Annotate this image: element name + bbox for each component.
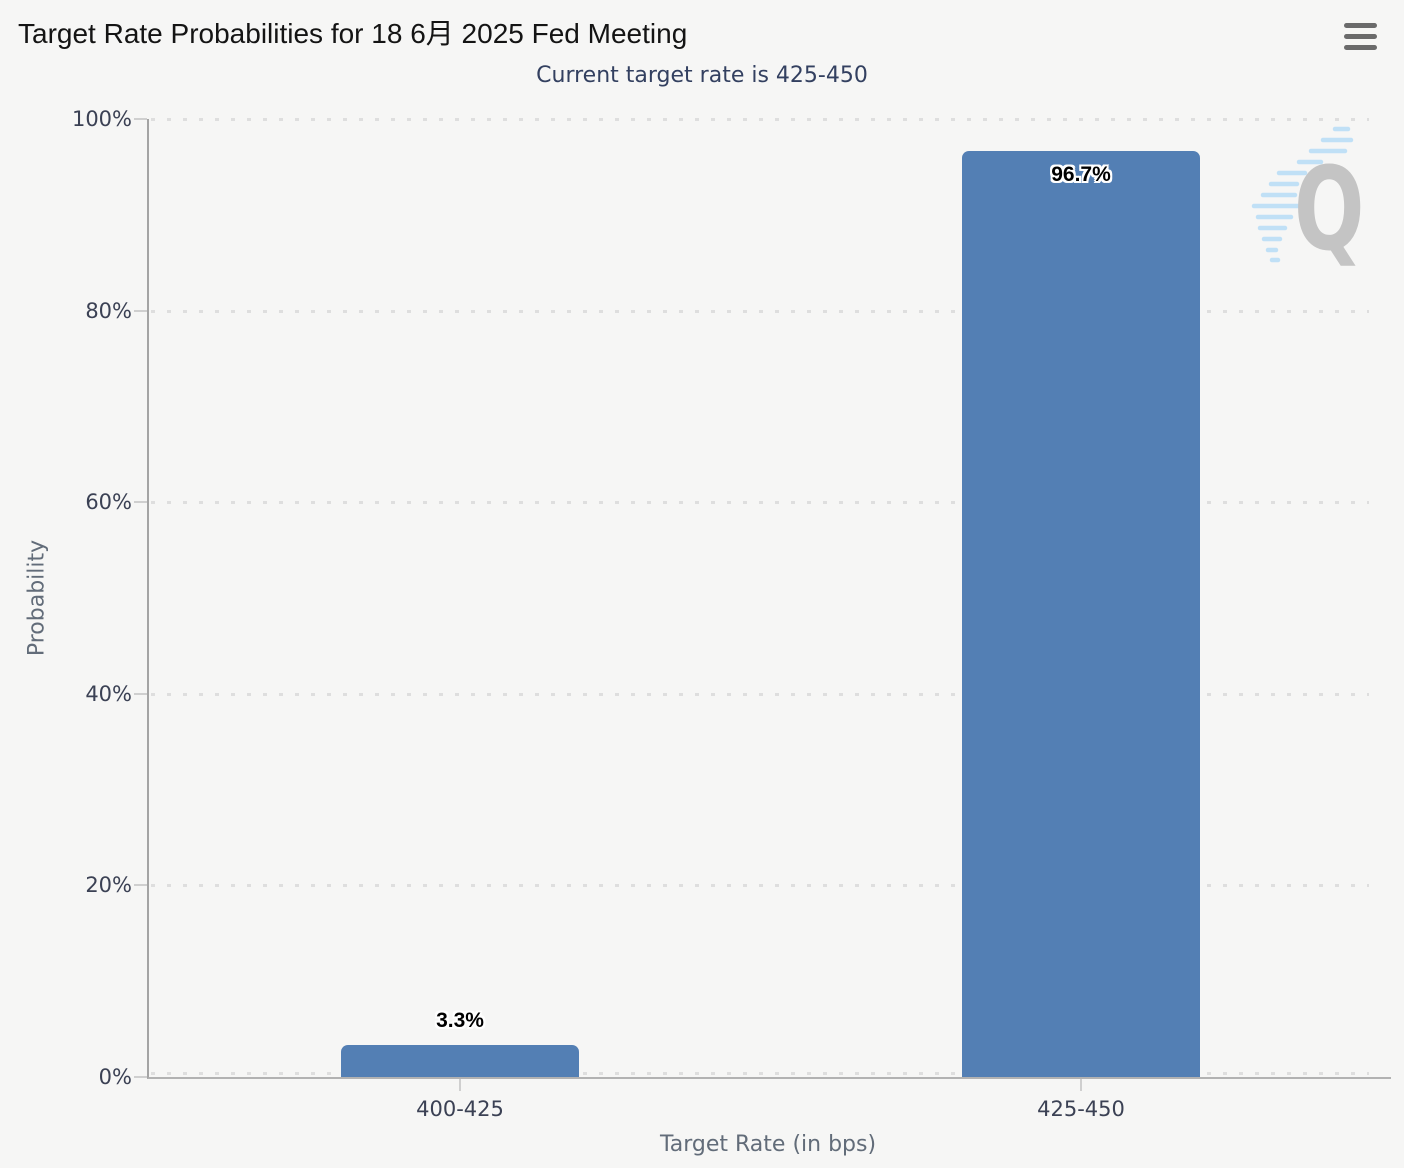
chart-subtitle: Current target rate is 425-450: [536, 63, 868, 88]
watermark-speed-lines-icon: [1251, 126, 1354, 263]
chart-title: Target Rate Probabilities for 18 6月 2025…: [18, 18, 688, 49]
bar-400-425[interactable]: [341, 1045, 579, 1077]
bar-425-450[interactable]: [962, 151, 1200, 1077]
y-axis-tick: [134, 884, 147, 886]
y-tick-label: 80%: [85, 299, 132, 323]
hamburger-menu-icon[interactable]: [1344, 23, 1377, 50]
bar-value-label: 3.3%: [436, 1009, 484, 1032]
watermark-q-letter: Q: [1294, 143, 1365, 277]
hamburger-bar: [1344, 34, 1377, 39]
y-gridline: [151, 884, 1369, 887]
x-tick-label: 425-450: [1037, 1097, 1125, 1121]
y-axis-tick: [134, 118, 147, 120]
y-gridline: [151, 118, 1369, 121]
y-tick-label: 40%: [85, 682, 132, 706]
y-tick-label: 0%: [98, 1065, 132, 1089]
y-axis-tick: [134, 1076, 147, 1078]
hamburger-bar: [1344, 23, 1377, 28]
y-gridline: [151, 501, 1369, 504]
y-tick-label: 20%: [85, 873, 132, 897]
y-gridline: [151, 693, 1369, 696]
bar-value-label: 96.7%: [1051, 163, 1111, 186]
y-tick-label: 100%: [71, 107, 132, 131]
y-axis-tick: [134, 501, 147, 503]
x-axis-title: Target Rate (in bps): [659, 1132, 877, 1157]
y-gridline: [151, 1072, 1369, 1075]
y-axis-title: Probability: [24, 539, 50, 657]
y-axis-tick: [134, 693, 147, 695]
y-gridline: [151, 310, 1369, 313]
y-axis-tick: [134, 310, 147, 312]
x-tick-label: 400-425: [416, 1097, 504, 1121]
watermark-logo: Q: [1247, 119, 1404, 294]
plot-area: Q 0% 20% 40% 60% 80% 100% 3.3% 400-425 96.7% 425-…: [72, 107, 1391, 1121]
x-axis-tick: [459, 1079, 461, 1091]
hamburger-bar: [1344, 45, 1377, 50]
y-tick-label: 60%: [85, 490, 132, 514]
x-axis-tick: [1080, 1079, 1082, 1091]
